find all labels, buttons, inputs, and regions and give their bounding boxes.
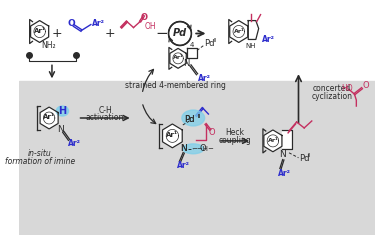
Text: −: −: [156, 26, 168, 41]
Text: O: O: [199, 144, 206, 153]
Text: +: +: [105, 27, 115, 40]
Text: concerted: concerted: [312, 84, 351, 93]
Text: Pd: Pd: [299, 154, 310, 163]
Text: Ar¹: Ar¹: [167, 132, 178, 138]
Text: II: II: [197, 114, 200, 118]
Polygon shape: [30, 21, 49, 42]
Text: +: +: [52, 27, 62, 40]
Text: Ar²: Ar²: [262, 35, 274, 44]
Text: 4: 4: [190, 42, 194, 48]
Text: Pd: Pd: [205, 39, 215, 48]
Polygon shape: [264, 130, 282, 152]
Ellipse shape: [182, 110, 205, 126]
Polygon shape: [162, 124, 182, 148]
Text: H: H: [58, 106, 67, 116]
Text: Pd: Pd: [184, 115, 195, 124]
Text: C-H: C-H: [98, 105, 112, 114]
Text: Pd: Pd: [184, 115, 195, 124]
Text: O: O: [141, 13, 147, 22]
Polygon shape: [40, 107, 58, 129]
Text: N: N: [279, 150, 286, 159]
Text: Ar²: Ar²: [177, 161, 190, 170]
Text: Pd: Pd: [173, 28, 187, 38]
Text: N: N: [180, 144, 187, 153]
Text: Ar¹: Ar¹: [34, 28, 46, 34]
Text: N: N: [180, 144, 187, 153]
Text: Ar¹: Ar¹: [268, 138, 279, 143]
Text: activation: activation: [86, 113, 124, 122]
Polygon shape: [186, 48, 197, 58]
Text: Ar²: Ar²: [92, 19, 105, 28]
Bar: [19, 81, 375, 235]
Text: HO: HO: [341, 84, 353, 93]
Text: O: O: [362, 81, 368, 90]
Text: Ar¹: Ar¹: [234, 29, 245, 34]
Text: coupling: coupling: [218, 136, 251, 145]
Text: N: N: [183, 59, 190, 68]
Polygon shape: [170, 48, 186, 68]
Text: in-situ: in-situ: [28, 149, 52, 158]
Text: Ar²: Ar²: [277, 169, 291, 178]
Text: II: II: [307, 153, 310, 158]
Text: II: II: [197, 114, 200, 118]
Text: Ar²: Ar²: [68, 139, 81, 148]
Circle shape: [168, 21, 191, 45]
Text: Heck: Heck: [226, 128, 244, 137]
Text: cyclization: cyclization: [311, 92, 352, 101]
Polygon shape: [248, 21, 259, 39]
Text: OH: OH: [145, 22, 156, 31]
Text: Ar²: Ar²: [198, 74, 211, 83]
Text: strained 4-membered ring: strained 4-membered ring: [125, 81, 226, 90]
Text: formation of imine: formation of imine: [5, 157, 75, 166]
Ellipse shape: [183, 144, 204, 154]
Text: O: O: [67, 19, 75, 28]
Polygon shape: [230, 21, 248, 42]
Text: N: N: [57, 125, 64, 135]
Text: −−H−: −−H−: [191, 146, 214, 152]
Polygon shape: [282, 130, 292, 149]
Text: II: II: [213, 38, 217, 43]
Text: O: O: [209, 128, 215, 137]
Text: Ar¹: Ar¹: [173, 55, 184, 60]
Text: NH₂: NH₂: [41, 41, 56, 50]
Ellipse shape: [56, 106, 68, 116]
Text: Ar¹: Ar¹: [43, 114, 55, 120]
Text: NH: NH: [246, 43, 256, 49]
